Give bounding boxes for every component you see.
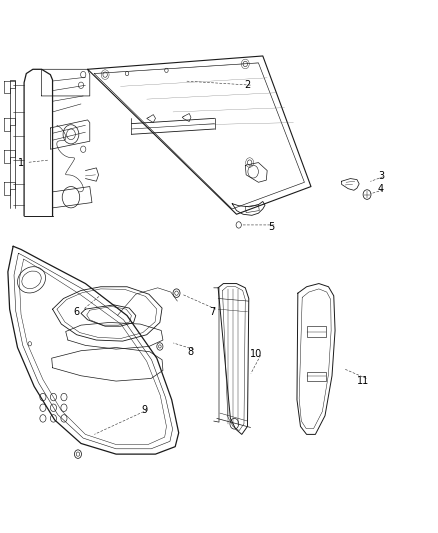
Text: 2: 2 (244, 80, 251, 90)
Text: 7: 7 (209, 307, 215, 317)
Bar (307, 372, 326, 381)
Text: 8: 8 (187, 347, 194, 357)
Text: 3: 3 (378, 171, 384, 181)
Bar (307, 326, 326, 337)
Text: 11: 11 (357, 376, 370, 386)
Text: 6: 6 (74, 307, 80, 317)
Text: 1: 1 (18, 158, 24, 167)
Text: 4: 4 (378, 184, 384, 194)
Text: 10: 10 (250, 350, 262, 359)
Text: 5: 5 (268, 222, 275, 231)
Text: 9: 9 (141, 406, 148, 415)
